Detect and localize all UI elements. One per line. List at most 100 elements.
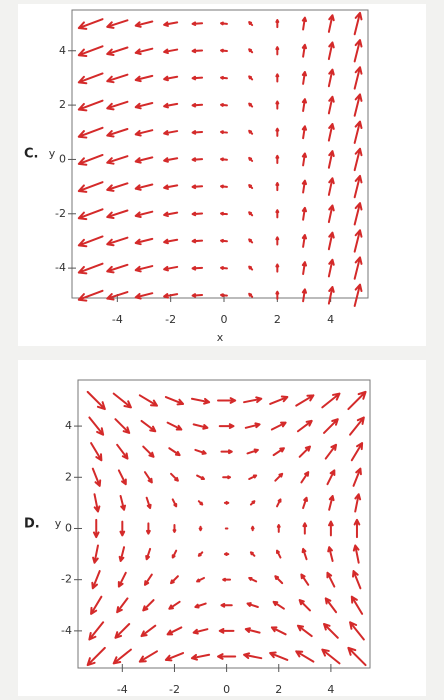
arrow	[246, 448, 259, 455]
arrow	[170, 575, 179, 585]
arrow	[248, 21, 254, 27]
arrow	[145, 522, 151, 535]
arrow	[248, 292, 254, 298]
y-tick-label: -4	[55, 261, 66, 274]
arrow	[106, 182, 129, 192]
arrow	[194, 448, 207, 455]
y-tick-label: 4	[65, 419, 72, 432]
arrow	[248, 576, 258, 583]
arrow	[301, 16, 308, 31]
arrow	[248, 238, 254, 244]
arrow	[269, 395, 289, 405]
arrow	[163, 48, 179, 55]
arrow	[191, 265, 204, 271]
arrow	[222, 577, 232, 582]
arrow	[92, 518, 100, 539]
arrow	[248, 129, 254, 135]
y-tick-label: 0	[65, 521, 72, 534]
arrow	[249, 500, 256, 506]
arrow	[328, 520, 334, 537]
x-tick-label: 2	[275, 683, 282, 696]
arrow	[77, 126, 104, 139]
arrow	[275, 73, 280, 83]
arrow	[246, 602, 259, 608]
arrow	[301, 261, 308, 276]
arrow	[295, 650, 315, 663]
arrow	[172, 524, 177, 533]
arrow	[275, 263, 280, 273]
arrow	[350, 442, 364, 462]
arrow	[106, 19, 129, 29]
arrow	[220, 293, 228, 298]
x-tick-label: -4	[117, 683, 128, 696]
arrow	[327, 68, 335, 88]
arrow	[217, 397, 237, 404]
arrow	[250, 525, 255, 532]
y-tick-label: -2	[55, 207, 66, 220]
arrow	[352, 544, 360, 564]
arrow	[327, 231, 335, 251]
arrow	[77, 99, 104, 112]
arrow	[191, 75, 204, 81]
arrow	[77, 153, 104, 166]
arrow	[276, 498, 282, 508]
arrow	[248, 48, 254, 54]
arrow	[140, 624, 157, 638]
arrow	[300, 471, 310, 484]
arrow	[275, 19, 280, 29]
arrow	[191, 157, 204, 162]
y-axis-label: y	[49, 147, 56, 160]
y-tick-label: 0	[59, 152, 66, 165]
arrow	[218, 423, 235, 429]
arrow	[191, 184, 204, 190]
arrow	[300, 573, 310, 586]
arrow	[276, 549, 282, 559]
arrow	[327, 285, 335, 305]
arrow	[248, 474, 258, 480]
arrow	[244, 422, 261, 429]
arrow	[142, 599, 155, 612]
arrow	[301, 43, 308, 58]
arrow	[275, 100, 280, 110]
x-tick-label: 4	[327, 313, 334, 326]
arrow	[191, 130, 204, 135]
arrow	[190, 653, 211, 661]
arrow	[244, 627, 261, 634]
arrow	[134, 210, 154, 219]
arrow	[86, 646, 106, 667]
arrow	[143, 573, 153, 586]
arrow	[163, 211, 179, 218]
arrow	[106, 155, 129, 165]
arrow	[249, 551, 256, 557]
arrow	[106, 100, 129, 111]
arrow	[275, 154, 280, 164]
arrow	[298, 599, 311, 612]
x-tick-label: -4	[112, 313, 123, 326]
arrow	[106, 236, 129, 247]
arrow	[116, 597, 129, 614]
arrow	[353, 518, 361, 539]
arrow	[327, 546, 334, 562]
arrow	[163, 130, 179, 136]
arrow	[248, 75, 254, 81]
arrow	[301, 98, 308, 113]
arrow	[275, 182, 280, 192]
y-tick-label: -2	[61, 573, 72, 586]
arrow	[170, 472, 179, 482]
arrow	[191, 102, 204, 108]
arrow	[353, 147, 363, 172]
arrow	[275, 46, 280, 56]
arrow	[168, 600, 181, 610]
arrow	[222, 475, 232, 480]
arrow	[106, 73, 129, 84]
arrow	[118, 546, 126, 562]
arrow	[298, 445, 311, 458]
arrow	[106, 209, 129, 220]
arrow	[220, 238, 228, 243]
arrow	[77, 208, 104, 221]
arrow	[192, 628, 209, 635]
arrow	[88, 621, 105, 641]
arrow	[198, 525, 203, 532]
x-tick-label: 2	[274, 313, 281, 326]
